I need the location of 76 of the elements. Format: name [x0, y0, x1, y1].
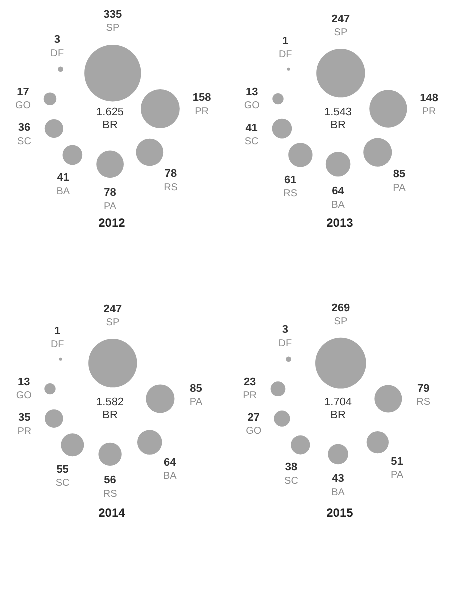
data-label: 158 — [192, 92, 212, 104]
category-label: BA — [332, 200, 346, 211]
data-label: 13 — [18, 376, 30, 388]
data-label: 41 — [57, 172, 70, 184]
text: BR — [330, 119, 346, 132]
data-label: 335 — [104, 8, 122, 21]
category-label: GO — [244, 100, 260, 112]
data-label: 78 — [104, 187, 116, 200]
text: 1.625 — [96, 106, 124, 118]
category-label: PR — [243, 390, 257, 402]
data-label: 38 — [285, 462, 298, 474]
data-label: 43 — [332, 473, 344, 486]
data-label: 51 — [391, 456, 404, 468]
category-label: RS — [416, 397, 431, 408]
data-label: 35 — [18, 412, 31, 424]
category-label: SC — [284, 476, 298, 487]
category-label: PA — [104, 201, 117, 212]
text: BR — [102, 409, 118, 422]
category-label: SP — [106, 318, 120, 329]
category-label: RS — [164, 182, 178, 194]
category-label: PR — [195, 106, 209, 118]
data-label: 13 — [246, 86, 258, 98]
category-label: PR — [18, 426, 32, 438]
category-label: SP — [334, 316, 348, 328]
text: 2012 — [98, 216, 126, 230]
category-label: DF — [50, 48, 64, 60]
data-label: 3 — [54, 34, 60, 46]
data-label: 55 — [56, 464, 69, 476]
data-label: 56 — [104, 474, 116, 487]
text: 2014 — [98, 506, 126, 520]
data-label: 85 — [393, 168, 406, 181]
text: 1.582 — [96, 396, 124, 408]
category-label: RS — [103, 488, 118, 500]
data-label: 64 — [164, 456, 178, 469]
category-label: BA — [56, 186, 70, 198]
data-label: 61 — [284, 174, 297, 186]
category-label: RS — [284, 188, 298, 200]
category-label: DF — [50, 340, 64, 351]
category-label: SP — [334, 28, 348, 39]
data-label: 36 — [18, 122, 31, 134]
data-label: 78 — [164, 168, 178, 180]
category-label: DF — [278, 50, 292, 61]
text: 1.543 — [324, 106, 352, 118]
text: BR — [102, 119, 118, 132]
category-label: GO — [246, 426, 262, 438]
category-label: GO — [16, 390, 32, 402]
category-label: PA — [390, 470, 404, 481]
category-label: GO — [15, 100, 32, 112]
category-label: BA — [332, 487, 346, 498]
data-label: 23 — [244, 376, 256, 388]
text: BR — [330, 409, 346, 422]
data-label: 247 — [104, 303, 122, 316]
data-label: 269 — [332, 302, 350, 314]
data-label: 85 — [190, 382, 202, 395]
category-label: PR — [422, 106, 436, 118]
text: 2015 — [326, 506, 354, 520]
text: 2013 — [326, 216, 354, 230]
category-label: BA — [164, 471, 178, 482]
data-label: 27 — [248, 412, 260, 424]
data-label: 64 — [332, 186, 346, 198]
category-label: PA — [190, 397, 203, 408]
text: 1.704 — [324, 396, 352, 408]
category-label: SC — [244, 136, 259, 148]
data-label: 148 — [420, 92, 438, 104]
data-label: 1 — [54, 325, 61, 338]
data-label: 17 — [17, 86, 30, 98]
category-label: PA — [393, 182, 406, 194]
data-label: 79 — [418, 382, 430, 395]
data-label: 3 — [282, 324, 288, 336]
data-label: 1 — [282, 35, 289, 48]
data-label: 41 — [246, 122, 258, 134]
category-label: SP — [106, 23, 120, 34]
category-label: SC — [18, 136, 32, 148]
category-label: SC — [56, 478, 70, 490]
category-label: DF — [278, 338, 292, 350]
data-label: 247 — [332, 13, 350, 26]
